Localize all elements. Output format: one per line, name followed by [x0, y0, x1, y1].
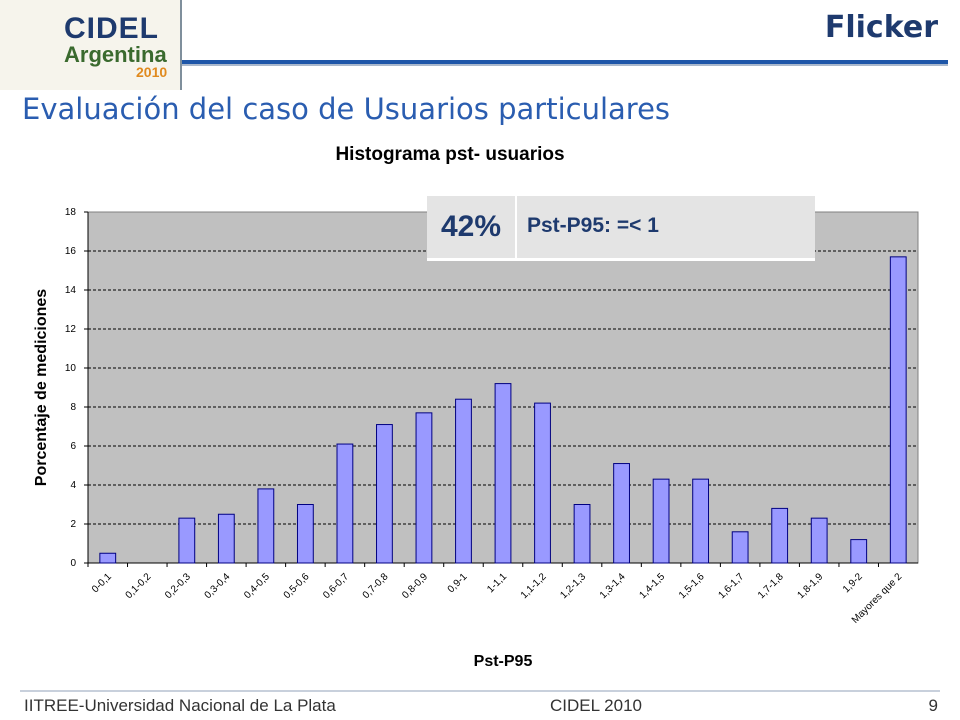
x-tick-label: 0,1-0,2	[124, 571, 154, 601]
x-tick-label: 1-1,1	[485, 571, 509, 595]
slide-subtitle: Evaluación del caso de Usuarios particul…	[22, 92, 671, 126]
logo-line-cidel: CIDEL	[64, 12, 159, 45]
bar	[296, 504, 314, 564]
x-tick-label: 0-0,1	[90, 571, 114, 595]
footer-rule	[20, 690, 940, 692]
x-tick-label: 1,9-2	[841, 571, 865, 595]
bar	[376, 424, 393, 564]
header-rule-shadow	[182, 64, 948, 66]
header-rule	[182, 60, 948, 64]
x-tick-label: 0,3-0,4	[203, 571, 233, 601]
histogram-chart: 0 2 4 6 8 10 12 14 16 18 0-0,1 0,1-0,2 0,2-0,3 0,3-0,…	[33, 207, 919, 670]
x-tick-label: 1,8-1,9	[796, 571, 826, 601]
y-tick-label: 14	[65, 285, 77, 296]
callout-text: Pst-P95: =< 1	[527, 214, 659, 237]
x-tick-label: 0,4-0,5	[242, 571, 272, 601]
y-axis-title: Porcentaje de mediciones	[33, 289, 50, 487]
x-tick-label: 1,3-1,4	[598, 571, 628, 601]
x-tick-label: 1,1-1,2	[519, 571, 549, 601]
bar	[731, 531, 749, 564]
x-tick-label: 1,4-1,5	[637, 571, 667, 601]
bar	[494, 383, 512, 564]
y-tick-label: 6	[70, 441, 76, 452]
bar	[771, 507, 789, 564]
bar	[850, 539, 868, 564]
y-tick-label: 8	[70, 402, 76, 413]
y-tick-label: 12	[65, 324, 77, 335]
x-tick-label: 0,7-0,8	[361, 571, 391, 601]
y-tick-label: 18	[65, 207, 77, 218]
footer-conference: CIDEL 2010	[550, 696, 642, 715]
bar	[336, 443, 354, 564]
footer-page-number: 9	[928, 696, 938, 715]
bar	[99, 552, 117, 564]
x-tick-label: 1,5-1,6	[677, 571, 707, 601]
bar	[692, 478, 710, 564]
y-tick-label: 2	[70, 519, 76, 530]
bar	[613, 463, 630, 564]
bar	[652, 478, 670, 564]
x-axis-title: Pst-P95	[474, 653, 533, 670]
bar	[455, 398, 472, 564]
slide-header-title: Flicker	[824, 10, 938, 45]
x-tick-label: 1,6-1,7	[716, 571, 746, 601]
bar	[889, 256, 907, 564]
bar	[810, 517, 828, 564]
footer-institution: IITREE-Universidad Nacional de La Plata	[24, 696, 336, 715]
bar	[415, 412, 433, 564]
x-tick-label: 0,9-1	[446, 571, 470, 595]
cidel-logo: CIDEL Argentina 2010	[0, 0, 182, 90]
callout-percent: 42%	[427, 196, 517, 258]
x-tick-label: 0,8-0,9	[400, 571, 430, 601]
x-tick-label: 0,2-0,3	[163, 571, 193, 601]
callout-box: 42% Pst-P95: =< 1	[427, 196, 815, 261]
x-tick-label: 1,2-1,3	[558, 571, 588, 601]
bar	[573, 504, 591, 564]
chart-title: Histograma pst- usuarios	[335, 144, 565, 165]
y-tick-label: 16	[65, 246, 77, 257]
y-tick-label: 10	[65, 363, 77, 374]
y-tick-label: 0	[70, 558, 76, 569]
x-tick-label: 0,5-0,6	[282, 571, 312, 601]
bar	[534, 402, 551, 564]
bar	[217, 513, 235, 564]
logo-line-argentina: Argentina	[64, 42, 167, 67]
y-tick-label: 4	[70, 480, 76, 491]
bar	[257, 488, 275, 564]
x-tick-label: 0,6-0,7	[321, 571, 351, 601]
bar	[178, 517, 196, 564]
logo-line-year: 2010	[136, 64, 168, 80]
x-tick-label: 1,7-1,8	[756, 571, 786, 601]
